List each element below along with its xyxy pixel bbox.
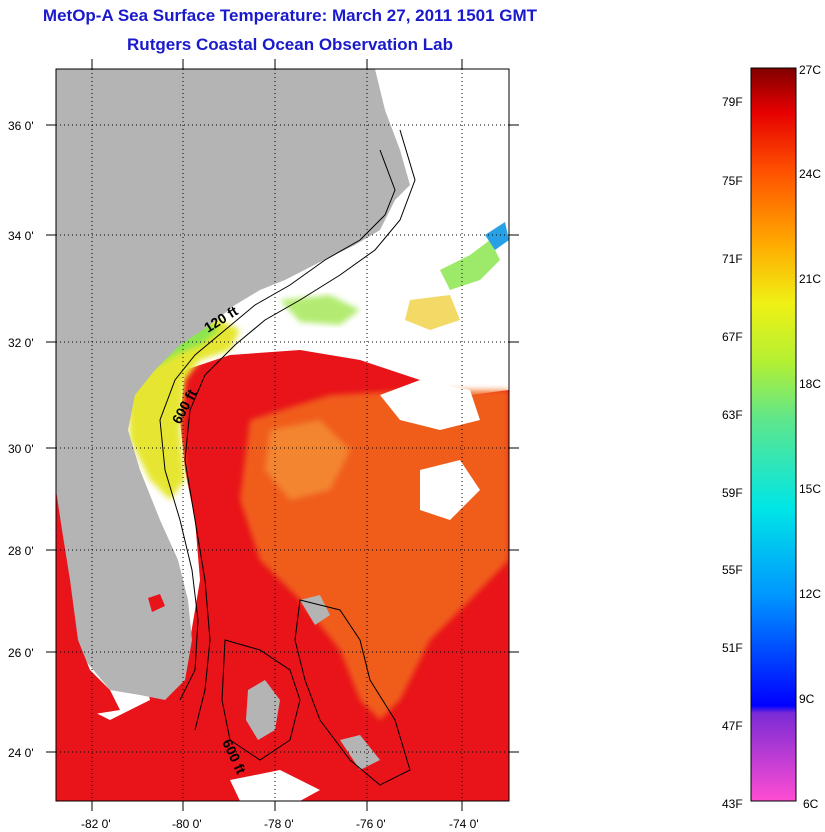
colorbar-f-label: 51F: [722, 641, 743, 655]
map-title: MetOp-A Sea Surface Temperature: March 2…: [42, 6, 538, 25]
colorbar-c-label: 6C: [803, 797, 819, 811]
colorbar-c-label: 18C: [799, 377, 821, 391]
lat-label: 28 0': [8, 544, 34, 558]
colorbar-c-label: 12C: [799, 587, 821, 601]
lat-label: 26 0': [8, 646, 34, 660]
sst-green-offshore: [440, 240, 500, 290]
land-lake-okeechobee: [148, 594, 165, 612]
lat-label: 30 0': [8, 442, 34, 456]
cloud-gap-east: [380, 380, 480, 430]
colorbar-f-label: 75F: [722, 174, 743, 188]
colorbar-f-label: 59F: [722, 486, 743, 500]
lon-label: -80 0': [172, 817, 202, 831]
colorbar-c-label: 24C: [799, 167, 821, 181]
sst-green-patch: [280, 295, 360, 325]
colorbar-f-label: 55F: [722, 563, 743, 577]
lon-label: -76 0': [356, 817, 386, 831]
sst-cyan-patch: [485, 222, 509, 250]
colorbar-f-label: 47F: [722, 719, 743, 733]
land-us-coast: [56, 69, 410, 700]
colorbar-c-label: 27C: [799, 63, 821, 77]
sst-gulf-water: [56, 490, 120, 720]
lat-label: 36 0': [8, 119, 34, 133]
map-area: [56, 69, 509, 801]
contour-600ft: [184, 129, 416, 731]
lat-label: 24 0': [8, 746, 34, 760]
contour-600ft-bahamas-east: [294, 599, 411, 786]
contour-120ft: [159, 149, 396, 701]
colorbar-c-label: 21C: [799, 272, 821, 286]
axis-ticks: [46, 59, 519, 811]
map-subtitle: Rutgers Coastal Ocean Observation Lab: [127, 35, 453, 54]
colorbar-f-label: 63F: [722, 408, 743, 422]
colorbar-c-label: 15C: [799, 482, 821, 496]
colorbar-f-label: 71F: [722, 252, 743, 266]
land-florida-west: [70, 500, 130, 688]
lon-label: -78 0': [264, 817, 294, 831]
sst-yellow-offshore: [405, 295, 460, 330]
lat-label: 34 0': [8, 229, 34, 243]
map-border: [55, 68, 510, 802]
colorbar-f-label: 43F: [722, 797, 743, 811]
colorbar-f-label: 67F: [722, 330, 743, 344]
land-bahamas-abaco: [300, 595, 330, 625]
sst-orange-patch: [265, 420, 350, 500]
lat-label: 32 0': [8, 336, 34, 350]
colorbar: [750, 67, 797, 802]
lon-label: -74 0': [449, 817, 479, 831]
colorbar-c-label: 9C: [799, 692, 815, 706]
cloud-gap-mid: [420, 460, 480, 520]
contour-600ft-bahamas: [221, 639, 301, 761]
colorbar-f-label: 79F: [722, 95, 743, 109]
land-bahamas-andros: [246, 680, 280, 740]
lon-label: -82 0': [81, 817, 111, 831]
